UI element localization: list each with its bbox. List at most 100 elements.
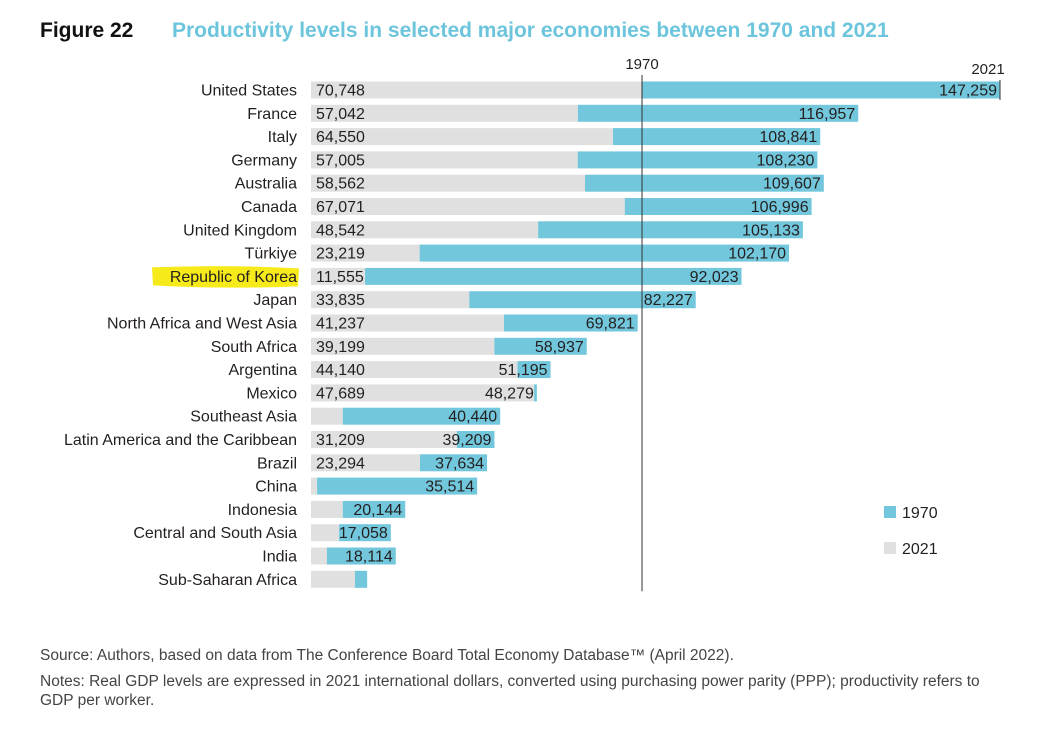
category-label: Türkiye bbox=[245, 246, 298, 263]
bar-segment-end bbox=[577, 104, 859, 122]
bar-segment-start bbox=[311, 500, 343, 518]
category-label: Mexico bbox=[246, 385, 297, 402]
bar-segment-start bbox=[311, 174, 586, 192]
value-label-start: 48,542 bbox=[316, 222, 365, 239]
value-label-end: 105,133 bbox=[742, 222, 800, 239]
value-label-end: 92,023 bbox=[690, 269, 739, 286]
category-label: Sub-Saharan Africa bbox=[158, 572, 297, 589]
value-label-start: 39,199 bbox=[316, 339, 365, 356]
category-label: Central and South Asia bbox=[133, 525, 297, 542]
value-label-end: 37,634 bbox=[435, 455, 484, 472]
bar-segment-start bbox=[311, 547, 327, 565]
bar-segment-end bbox=[457, 431, 495, 448]
value-label-end: 82,227 bbox=[644, 292, 693, 309]
bar-segment-start bbox=[311, 221, 539, 239]
value-label-start: 31,209 bbox=[316, 432, 365, 449]
value-label-end: 40,440 bbox=[448, 409, 497, 426]
category-label: Republic of Korea bbox=[170, 269, 297, 286]
chart-title: Productivity levels in selected major ec… bbox=[172, 19, 889, 42]
value-label-start: 57,005 bbox=[316, 152, 365, 169]
category-label: Australia bbox=[235, 176, 297, 193]
category-label: South Africa bbox=[211, 339, 297, 356]
value-label-end: 147,259 bbox=[939, 83, 997, 100]
value-label-end: 48,279 bbox=[485, 385, 534, 402]
legend-label: 1970 bbox=[902, 505, 938, 522]
category-label: Japan bbox=[253, 292, 297, 309]
value-label-start: 47,689 bbox=[316, 385, 365, 402]
value-label-end: 102,170 bbox=[728, 246, 786, 263]
value-label-end: 116,957 bbox=[799, 106, 856, 123]
legend-swatch bbox=[884, 506, 896, 518]
bar-segment-end bbox=[317, 477, 478, 495]
bar-segment-end bbox=[494, 337, 587, 355]
value-label-start: 67,071 bbox=[316, 199, 365, 216]
value-label-end: 106,996 bbox=[751, 199, 809, 216]
bar-segment-end bbox=[613, 128, 821, 146]
category-label: United States bbox=[201, 83, 297, 100]
bar-segment-start bbox=[311, 570, 355, 588]
value-label-start: 23,294 bbox=[316, 455, 365, 472]
legend-swatch bbox=[884, 542, 896, 554]
bar-segment-start bbox=[311, 454, 420, 472]
value-label-end: 109,607 bbox=[763, 176, 821, 193]
bar-segment-end bbox=[342, 407, 501, 425]
bar-segment-end bbox=[419, 454, 488, 472]
bar-segment-start bbox=[311, 104, 578, 122]
bar-segment-end bbox=[365, 267, 742, 285]
bar-segment-start bbox=[311, 407, 343, 425]
value-label-start: 64,550 bbox=[316, 129, 365, 146]
value-label-end: 39,209 bbox=[443, 432, 492, 449]
category-label: Southeast Asia bbox=[190, 409, 297, 426]
bar-segment-start bbox=[311, 267, 366, 285]
category-label: Argentina bbox=[229, 362, 298, 379]
bar-segment-start bbox=[311, 198, 625, 215]
value-label-start: 58,562 bbox=[316, 176, 365, 193]
bar-segment-start bbox=[311, 337, 495, 355]
value-label-start: 41,237 bbox=[316, 316, 365, 333]
category-label: North Africa and West Asia bbox=[107, 316, 297, 333]
bar-segment-start bbox=[311, 128, 614, 146]
bar-segment-end bbox=[339, 524, 391, 542]
bar-segment-start bbox=[311, 384, 535, 402]
bar-segment-end bbox=[354, 570, 368, 588]
value-label-end: 20,144 bbox=[353, 502, 402, 519]
category-label: France bbox=[247, 106, 297, 123]
value-label-start: 57,042 bbox=[316, 106, 365, 123]
value-label-start: 11,555 bbox=[316, 269, 364, 286]
bar-segment-start bbox=[311, 314, 504, 332]
bar-segment-end bbox=[585, 174, 824, 192]
category-label: Indonesia bbox=[228, 502, 297, 519]
bar-segment-end bbox=[577, 151, 818, 169]
category-label: Latin America and the Caribbean bbox=[64, 432, 297, 449]
reference-line-label: 2021 bbox=[971, 61, 1004, 78]
bar-segment-start bbox=[311, 431, 458, 448]
value-label-end: 35,514 bbox=[425, 479, 474, 496]
value-label-start: 44,140 bbox=[316, 362, 365, 379]
bar-segment-start bbox=[311, 361, 518, 379]
value-label-end: 58,937 bbox=[535, 339, 584, 356]
value-label-start: 33,835 bbox=[316, 292, 365, 309]
highlight-marker bbox=[152, 266, 299, 288]
category-label: Germany bbox=[231, 152, 297, 169]
figure-number: Figure 22 bbox=[40, 19, 134, 42]
value-label-end: 108,841 bbox=[759, 129, 817, 146]
source-note: Source: Authors, based on data from The … bbox=[40, 647, 734, 664]
category-label: Italy bbox=[268, 129, 297, 146]
bar-segment-end bbox=[538, 221, 803, 239]
bar-segment-start bbox=[311, 291, 470, 309]
legend-label: 2021 bbox=[902, 541, 938, 558]
bar-segment-end bbox=[534, 384, 537, 402]
value-label-start: 23,219 bbox=[316, 246, 365, 263]
bar-segment-end bbox=[419, 244, 790, 262]
bar-segment-start bbox=[311, 81, 643, 99]
bar-segment-start bbox=[311, 524, 340, 542]
reference-line-label: 1970 bbox=[625, 56, 658, 73]
bar-segment-end bbox=[503, 314, 638, 332]
value-label-end: 18,114 bbox=[345, 549, 393, 566]
bar-segment-end bbox=[469, 291, 696, 309]
bar-segment-end bbox=[642, 81, 1000, 99]
bar-segment-start bbox=[311, 477, 318, 495]
value-label-end: 51,195 bbox=[499, 362, 548, 379]
bar-segment-end bbox=[517, 361, 551, 379]
category-label: India bbox=[262, 549, 297, 566]
